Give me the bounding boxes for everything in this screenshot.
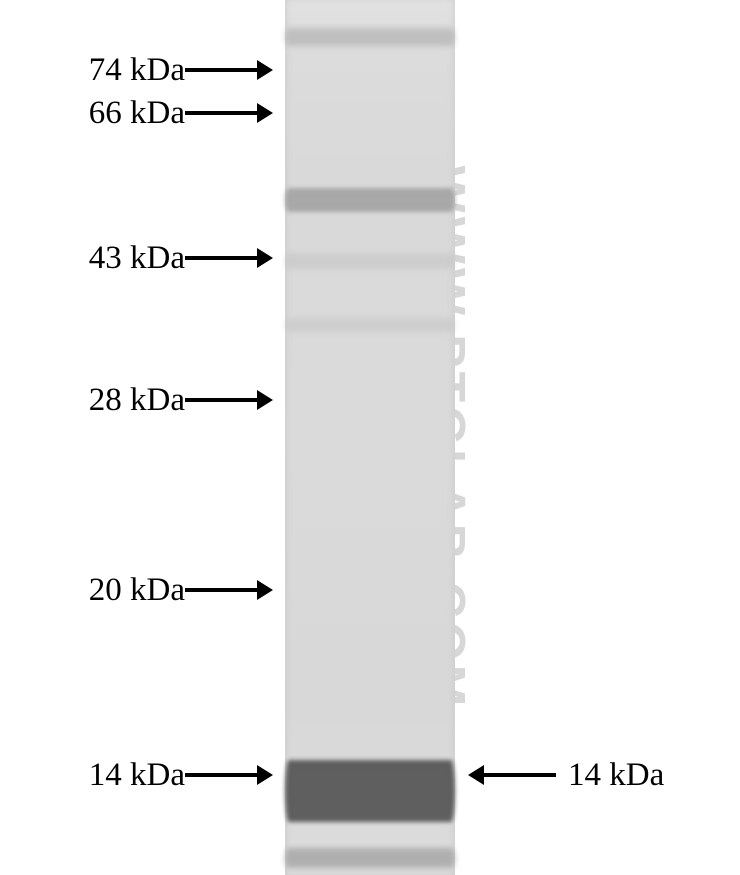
arrow-left-icon	[468, 765, 556, 785]
arrow-right-icon	[185, 60, 273, 80]
arrow-right-icon	[185, 103, 273, 123]
ladder-label: 43 kDa	[50, 240, 185, 277]
arrow-right-icon	[185, 580, 273, 600]
ladder-label: 20 kDa	[50, 572, 185, 609]
arrow-right-icon	[185, 248, 273, 268]
ladder-label: 14 kDa	[50, 757, 185, 794]
blot-band	[285, 28, 455, 46]
blot-band	[285, 848, 455, 868]
blot-band	[285, 253, 455, 269]
blot-band	[285, 318, 455, 332]
ladder-label: 74 kDa	[50, 52, 185, 89]
ladder-label: 28 kDa	[50, 382, 185, 419]
blot-band	[285, 188, 455, 212]
blot-lane	[285, 0, 455, 875]
arrow-right-icon	[185, 390, 273, 410]
arrow-right-icon	[185, 765, 273, 785]
blot-band	[285, 760, 455, 822]
ladder-label: 66 kDa	[50, 95, 185, 132]
ladder-label: 14 kDa	[568, 757, 664, 794]
blot-figure: WWW.PTGLAB.COM 74 kDa66 kDa43 kDa28 kDa2…	[0, 0, 740, 875]
